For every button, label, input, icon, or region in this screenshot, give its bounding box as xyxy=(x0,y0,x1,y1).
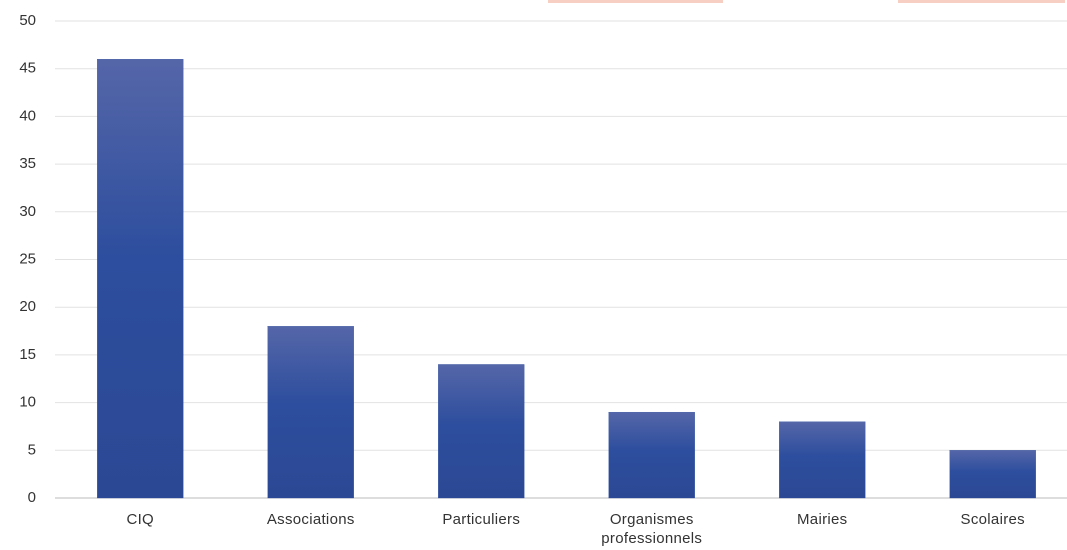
x-tick-label: Particuliers xyxy=(442,511,521,528)
x-tick-label: Mairies xyxy=(797,511,848,528)
y-tick-label: 45 xyxy=(19,60,36,77)
y-tick-label: 35 xyxy=(19,155,36,172)
decoration xyxy=(548,0,723,3)
y-tick-label: 15 xyxy=(19,346,36,363)
bar xyxy=(949,450,1036,499)
x-tick-label: CIQ xyxy=(126,511,155,528)
y-tick-label: 30 xyxy=(19,203,36,220)
x-tick-label: Organismes professionnels xyxy=(601,511,703,547)
x-tick-label: Associations xyxy=(266,511,355,528)
x-tick-label: Scolaires xyxy=(960,511,1025,528)
y-tick-label: 50 xyxy=(19,12,36,29)
y-tick-label: 10 xyxy=(19,394,36,411)
y-tick-label: 20 xyxy=(19,298,36,315)
bar xyxy=(608,411,695,499)
y-tick-label: 40 xyxy=(19,107,36,124)
bar xyxy=(438,364,525,499)
y-tick-label: 0 xyxy=(28,489,36,506)
bar xyxy=(779,421,866,499)
bar xyxy=(267,326,354,499)
decoration xyxy=(898,0,1065,3)
bar xyxy=(97,59,184,499)
y-tick-label: 5 xyxy=(28,441,36,458)
y-tick-label: 25 xyxy=(19,250,36,267)
